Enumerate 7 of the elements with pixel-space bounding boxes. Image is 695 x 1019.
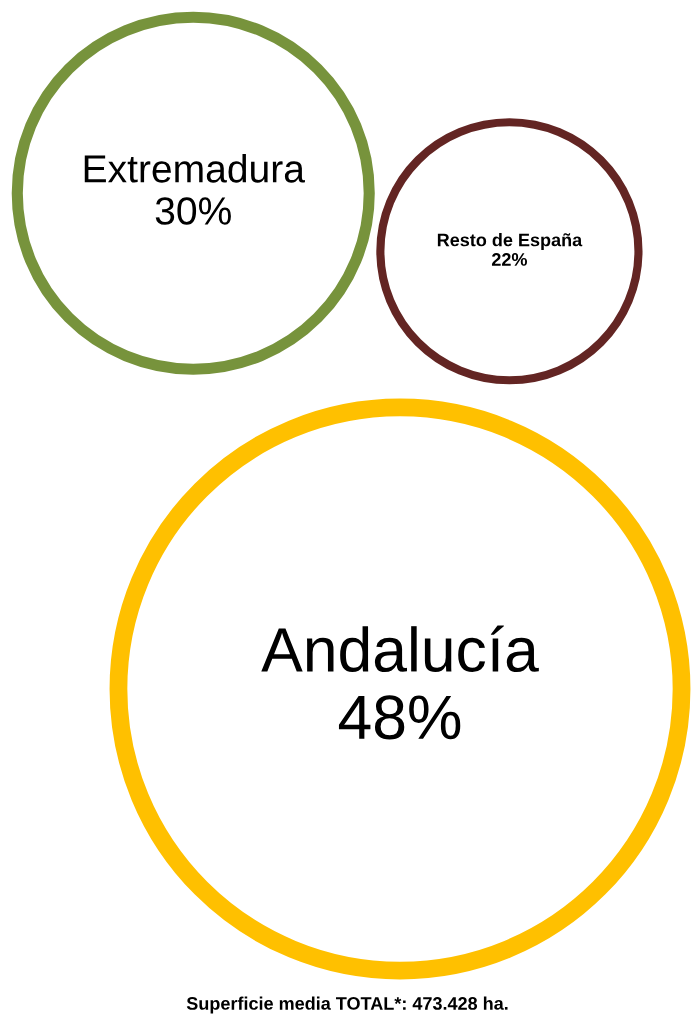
category-label: Andalucía [261, 625, 539, 673]
data-label: 48% [338, 695, 461, 740]
data-label: 22% [491, 253, 528, 266]
category-label: Resto de España [437, 233, 583, 250]
category-label: Extremadura [84, 153, 305, 183]
data-label: 30% [155, 197, 231, 225]
text: Superficie media TOTAL*: 473.428 ha. [186, 996, 508, 1014]
